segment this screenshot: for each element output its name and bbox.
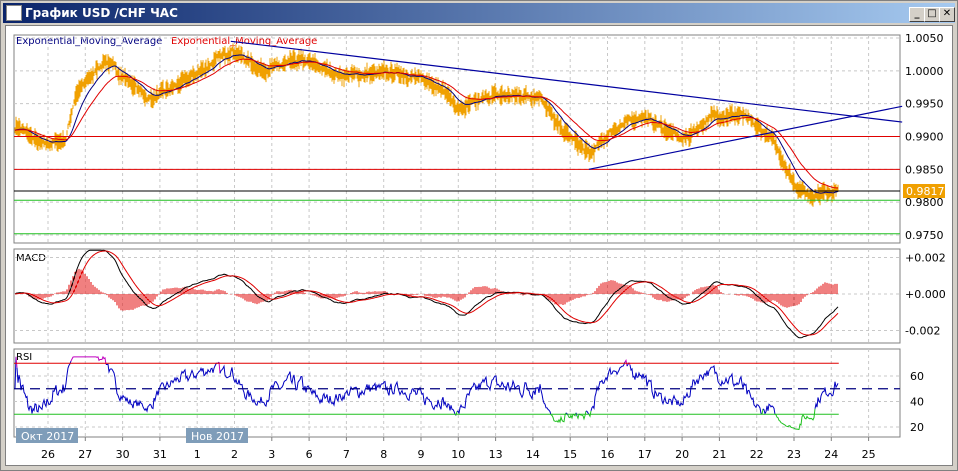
price-axis-label: 1.0000 <box>905 65 944 78</box>
panel-frame-0 <box>13 34 901 244</box>
x-tick-label: 14 <box>526 448 540 461</box>
x-tick-label: 8 <box>380 448 387 461</box>
window-title: График USD /CHF ЧАС <box>25 6 178 20</box>
rsi-line <box>585 410 590 415</box>
macd-legend: MACD <box>16 253 46 264</box>
month-tag-bg <box>186 428 248 443</box>
x-tick-label: 21 <box>712 448 726 461</box>
x-tick-label: 26 <box>41 448 55 461</box>
rsi-line <box>761 408 764 415</box>
price-axis-label: 0.9850 <box>905 163 944 176</box>
rsi-line <box>219 364 457 416</box>
x-tick-label: 2 <box>231 448 238 461</box>
x-tick-label: 1 <box>194 448 201 461</box>
rsi-line <box>576 413 580 420</box>
month-tag: Окт 2017 <box>16 428 78 443</box>
x-tick-label: 10 <box>451 448 465 461</box>
month-tag-label: Окт 2017 <box>21 430 74 443</box>
close-button[interactable]: ✕ <box>939 7 955 22</box>
price-bars <box>14 43 839 207</box>
macd-axis-label: -0.002 <box>905 325 940 338</box>
ema-slow-line <box>14 58 839 189</box>
rsi-axis-label: 20 <box>910 421 924 434</box>
x-tick-label: 16 <box>601 448 615 461</box>
month-tag-bg <box>16 428 78 443</box>
x-tick-label: 25 <box>862 448 876 461</box>
rsi-legend: RSI <box>16 352 32 363</box>
macd-line <box>14 249 839 339</box>
month-tag: Нов 2017 <box>186 428 248 443</box>
x-tick-label: 3 <box>268 448 275 461</box>
x-tick-label: 7 <box>343 448 350 461</box>
trend-line <box>588 105 903 170</box>
x-tick-label: 27 <box>78 448 92 461</box>
rsi-line <box>579 410 587 421</box>
rsi-axis-label: 60 <box>910 370 924 383</box>
rsi-line <box>567 414 574 420</box>
title-bar[interactable]: График USD /CHF ЧАС _ □ ✕ <box>3 3 955 23</box>
x-tick-label: 6 <box>306 448 313 461</box>
rsi-line <box>70 355 107 365</box>
price-axis-label: 1.0050 <box>905 32 944 45</box>
rsi-line <box>814 381 839 409</box>
x-tick-label: 17 <box>638 448 652 461</box>
rsi-line <box>762 403 776 416</box>
macd-axis-label: +0.000 <box>905 288 946 301</box>
rsi-line <box>624 359 628 367</box>
rsi-line <box>588 410 592 418</box>
rsi-line <box>550 412 567 424</box>
price-axis-label: 0.9800 <box>905 196 944 209</box>
macd-signal-line <box>14 250 839 336</box>
chart-app-icon <box>6 5 22 21</box>
rsi-line <box>455 411 458 416</box>
x-tick-label: 31 <box>153 448 167 461</box>
rsi-line <box>774 408 816 430</box>
macd-axis-label: +0.002 <box>905 252 946 265</box>
rsi-line <box>15 356 18 368</box>
price-axis-label: 0.9750 <box>905 229 944 242</box>
rsi-line <box>14 356 17 389</box>
trend-line <box>230 40 903 123</box>
x-tick-label: 20 <box>675 448 689 461</box>
x-tick-label: 22 <box>750 448 764 461</box>
x-tick-label: 30 <box>116 448 130 461</box>
rsi-line <box>105 362 218 413</box>
x-tick-label: 9 <box>418 448 425 461</box>
panel-frame-1 <box>13 248 901 344</box>
rsi-line <box>456 375 552 416</box>
ema-blue-legend: Exponential_Moving_Average <box>16 36 162 47</box>
rsi-line <box>629 364 763 415</box>
month-tag-label: Нов 2017 <box>191 430 244 443</box>
price-axis-label: 0.9950 <box>905 98 944 111</box>
current-price-label: 0.9817 <box>906 185 945 198</box>
price-axis-label: 0.9900 <box>905 131 944 144</box>
rsi-line <box>16 360 72 414</box>
x-tick-label: 13 <box>489 448 503 461</box>
current-price-badge <box>903 184 945 199</box>
x-tick-label: 15 <box>563 448 577 461</box>
x-tick-label: 23 <box>787 448 801 461</box>
panel-frame-2 <box>13 348 901 438</box>
ema-red-legend: Exponential_Moving_Average <box>171 36 317 47</box>
x-tick-label: 24 <box>824 448 838 461</box>
rsi-line <box>218 361 221 374</box>
macd-histogram <box>16 268 838 311</box>
rsi-axis-label: 40 <box>910 396 924 409</box>
